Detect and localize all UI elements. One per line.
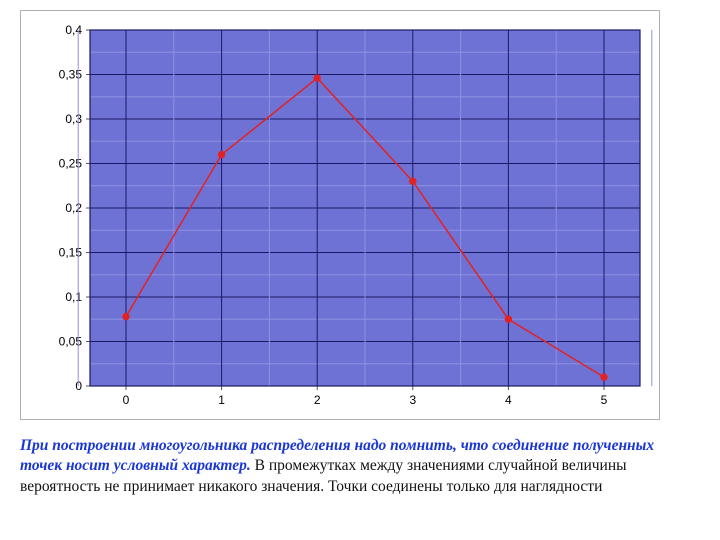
- y-tick-label: 0,35: [59, 68, 83, 82]
- y-tick-label: 0,3: [65, 112, 82, 126]
- y-tick-label: 0,05: [59, 335, 83, 349]
- chart-svg: 0 0,05 0,1 0,15 0,2 0,25 0,3 0,35 0,4 0 1 2 3 4 5: [20, 10, 660, 420]
- x-tick-label: 1: [218, 393, 225, 407]
- data-point: [218, 151, 224, 157]
- y-tick-label: 0: [75, 379, 82, 393]
- y-tick-label: 0,25: [59, 157, 83, 171]
- y-tick-label: 0,15: [59, 246, 83, 260]
- data-point: [410, 178, 416, 184]
- data-point: [123, 313, 129, 319]
- y-tick-label: 0,4: [65, 23, 82, 37]
- chart-caption: При построении многоугольника распределе…: [20, 436, 680, 499]
- distribution-polygon-chart: 0 0,05 0,1 0,15 0,2 0,25 0,3 0,35 0,4 0 1 2 3 4 5: [20, 10, 660, 420]
- x-tick-label: 2: [314, 393, 321, 407]
- x-tick-label: 5: [601, 393, 608, 407]
- y-tick-label: 0,2: [65, 201, 82, 215]
- data-point: [601, 374, 607, 380]
- x-tick-label: 3: [409, 393, 416, 407]
- x-tick-label: 0: [123, 393, 130, 407]
- x-tick-label: 4: [505, 393, 512, 407]
- data-point: [505, 316, 511, 322]
- data-point: [314, 75, 320, 81]
- y-tick-label: 0,1: [65, 290, 82, 304]
